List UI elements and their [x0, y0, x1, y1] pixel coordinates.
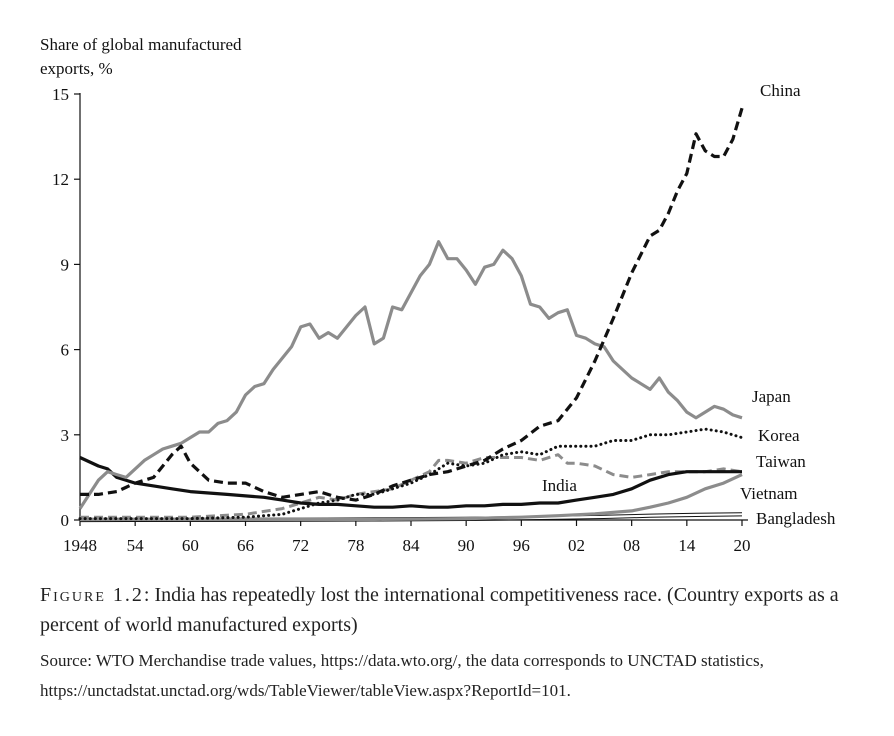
figure-caption: Figure 1.2: India has repeatedly lost th…: [40, 580, 860, 640]
y-tick-label: 9: [61, 255, 70, 274]
line-chart: Share of global manufactured exports, % …: [40, 35, 836, 555]
x-tick-label: 14: [678, 536, 696, 555]
series-line-japan: [78, 240, 743, 510]
y-tick-label: 15: [52, 85, 69, 104]
series-label-korea: Korea: [758, 426, 800, 445]
caption-text: : India has repeatedly lost the internat…: [40, 584, 839, 636]
x-ticks: 1948 54 60 66 72 78 84 90 96 02 08 14 20: [63, 520, 751, 555]
y-tick-label: 6: [61, 341, 70, 360]
series-label-bangladesh: Bangladesh: [756, 509, 836, 528]
y-tick-label: 0: [61, 511, 70, 530]
series-line-china: [80, 107, 744, 502]
y-axis-title-line-2: exports, %: [40, 59, 113, 78]
series-line-india: [79, 456, 742, 509]
series-line-bangladesh: [79, 515, 743, 523]
x-tick-label: 54: [127, 536, 145, 555]
series-label-taiwan: Taiwan: [756, 452, 806, 471]
x-tick-label: 90: [458, 536, 475, 555]
x-tick-label: 72: [292, 536, 309, 555]
series-label-japan: Japan: [752, 387, 791, 406]
x-tick-label: 96: [513, 536, 530, 555]
x-tick-label: 60: [182, 536, 199, 555]
y-tick-label: 12: [52, 170, 69, 189]
x-tick-label: 66: [237, 536, 254, 555]
series-group: [78, 107, 744, 523]
figure-label: Figure 1.2: [40, 584, 144, 606]
y-ticks: 0 3 6 9 12 15: [52, 85, 80, 530]
x-tick-label: 08: [623, 536, 640, 555]
series-line-vietnam: [80, 473, 743, 522]
series-label-vietnam: Vietnam: [740, 484, 798, 503]
y-tick-label: 3: [61, 426, 70, 445]
series-line-taiwan: [80, 453, 743, 519]
x-tick-label: 78: [347, 536, 364, 555]
x-tick-label: 02: [568, 536, 585, 555]
series-label-india: India: [542, 476, 577, 495]
series-label-china: China: [760, 81, 801, 100]
x-tick-label: 20: [734, 536, 751, 555]
y-axis-title-line-1: Share of global manufactured: [40, 35, 242, 54]
source-note: Source: WTO Merchandise trade values, ht…: [40, 651, 764, 700]
x-tick-label: 1948: [63, 536, 97, 555]
x-tick-label: 84: [403, 536, 421, 555]
